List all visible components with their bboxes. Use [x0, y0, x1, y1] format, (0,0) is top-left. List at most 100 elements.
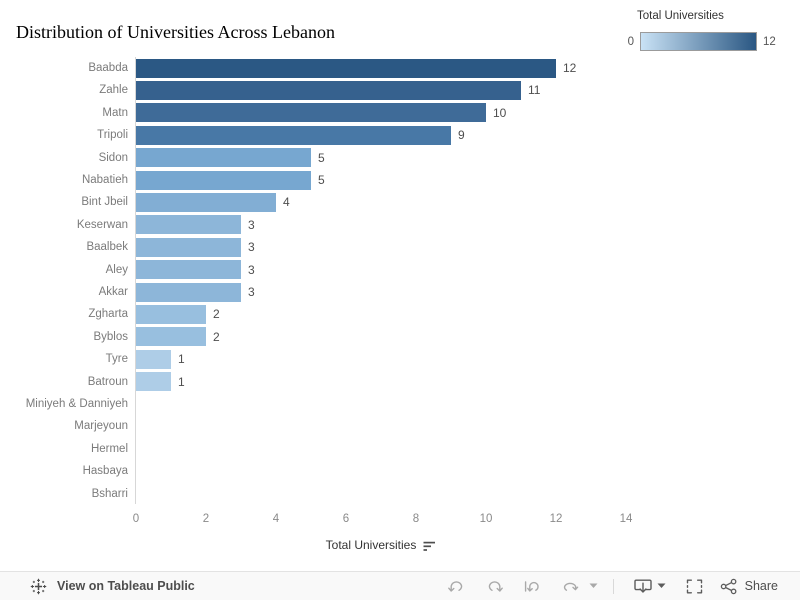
bar[interactable]	[136, 260, 241, 280]
bar-value-label: 5	[318, 150, 325, 165]
category-label[interactable]: Nabatieh	[81, 174, 128, 186]
revert-icon	[524, 580, 539, 592]
legend-min-label: 0	[627, 35, 634, 48]
bar-value-label: 12	[563, 61, 577, 75]
chart-title: Distribution of Universities Across Leba…	[16, 22, 335, 42]
bar-value-label: 2	[213, 329, 220, 344]
view-on-tableau-public-link[interactable]: View on Tableau Public	[30, 578, 195, 595]
bar[interactable]	[136, 305, 206, 325]
bar-row: Hermel	[0, 438, 700, 460]
bar-value-label: 2	[213, 307, 220, 322]
share-label: Share	[744, 579, 778, 593]
bar-row: Zahle 11	[0, 79, 700, 101]
share-icon	[720, 578, 737, 594]
bar[interactable]	[136, 349, 171, 369]
refresh-button[interactable]	[561, 578, 580, 595]
legend-title: Total Universities	[637, 10, 724, 22]
bar[interactable]	[136, 327, 206, 347]
bar-chart: Baabda 12 Zahle 11 Matn 10 Tripoli 9 Sidon 5 Nabat…	[0, 57, 720, 562]
download-button[interactable]	[633, 577, 653, 595]
category-label[interactable]: Baabda	[88, 62, 128, 74]
fullscreen-button[interactable]	[685, 578, 704, 595]
category-label[interactable]: Bint Jbeil	[81, 196, 128, 209]
bar[interactable]	[136, 58, 556, 78]
x-tick-label: 4	[272, 513, 280, 525]
caret-down-icon	[657, 583, 666, 588]
bar[interactable]	[136, 237, 241, 257]
bar-value-label: 11	[528, 83, 541, 98]
bar-value-label: 9	[458, 128, 465, 143]
category-label[interactable]: Marjeyoun	[74, 420, 128, 433]
bar-value-label: 3	[248, 285, 255, 299]
bar[interactable]	[136, 215, 241, 235]
bar[interactable]	[136, 193, 276, 213]
category-label[interactable]: Sidon	[98, 151, 128, 164]
bar-row: Batroun 1	[0, 371, 700, 393]
bar-row: Tyre 1	[0, 348, 700, 370]
y-axis-line	[135, 57, 136, 504]
bar[interactable]	[136, 125, 451, 145]
category-label[interactable]: Byblos	[93, 330, 128, 343]
category-label[interactable]: Zahle	[99, 84, 128, 97]
undo-button[interactable]	[447, 578, 466, 595]
bar-value-label: 3	[248, 262, 255, 277]
sort-descending-icon[interactable]	[423, 541, 436, 552]
bar[interactable]	[136, 148, 311, 168]
category-label[interactable]: Keserwan	[76, 218, 128, 231]
bar[interactable]	[136, 103, 486, 123]
tableau-logo-icon	[30, 578, 47, 594]
bar-row: Hasbaya	[0, 460, 700, 482]
bar[interactable]	[136, 282, 241, 302]
refresh-options-caret[interactable]	[589, 583, 598, 589]
bar-row: Zgharta 2	[0, 303, 700, 325]
redo-icon	[488, 580, 503, 592]
category-label[interactable]: Tyre	[105, 353, 128, 366]
category-label[interactable]: Matn	[102, 106, 128, 119]
bar-row: Miniyeh & Danniyeh	[0, 393, 700, 415]
bar[interactable]	[136, 170, 311, 190]
category-label[interactable]: Miniyeh & Danniyeh	[25, 398, 128, 410]
category-label[interactable]: Akkar	[98, 286, 128, 298]
x-tick-label: 10	[479, 513, 493, 525]
legend-gradient-bar[interactable]	[640, 32, 757, 51]
bar-value-label: 4	[283, 195, 290, 210]
redo-button[interactable]	[485, 578, 504, 595]
category-label[interactable]: Hermel	[90, 442, 128, 455]
category-label[interactable]: Tripoli	[97, 129, 128, 142]
bar-row: Marjeyoun	[0, 415, 700, 437]
bar-row: Matn 10	[0, 102, 700, 124]
bar-row: Keserwan 3	[0, 214, 700, 236]
bar-value-label: 5	[318, 173, 325, 187]
bar-row: Baabda 12	[0, 57, 700, 79]
bar-value-label: 3	[248, 217, 255, 232]
bar[interactable]	[136, 81, 521, 101]
revert-button[interactable]	[523, 578, 542, 595]
x-tick-label: 0	[132, 513, 140, 525]
bar-value-label: 1	[178, 352, 185, 367]
bar-row: Nabatieh 5	[0, 169, 700, 191]
category-label[interactable]: Zgharta	[88, 308, 128, 321]
bar-value-label: 3	[248, 240, 255, 255]
category-label[interactable]: Bsharri	[91, 487, 128, 500]
category-label[interactable]: Hasbaya	[82, 465, 128, 478]
x-tick-label: 6	[342, 513, 350, 525]
x-tick-label: 2	[202, 513, 210, 525]
download-options-caret[interactable]	[657, 583, 666, 589]
bar-row: Tripoli 9	[0, 124, 700, 146]
download-icon	[633, 579, 652, 593]
category-label[interactable]: Batroun	[87, 375, 128, 388]
bar-row: Baalbek 3	[0, 236, 700, 258]
category-label[interactable]: Aley	[105, 263, 128, 276]
legend-max-label: 12	[763, 35, 776, 48]
refresh-icon	[563, 582, 578, 591]
bar[interactable]	[136, 372, 171, 392]
bar-row: Byblos 2	[0, 326, 700, 348]
category-label[interactable]: Baalbek	[86, 241, 128, 254]
bar-row: Akkar 3	[0, 281, 700, 303]
share-button[interactable]: Share	[719, 578, 778, 595]
bar-row: Bint Jbeil 4	[0, 191, 700, 213]
bar-row: Bsharri	[0, 483, 700, 505]
bar-row: Sidon 5	[0, 147, 700, 169]
caret-down-icon	[589, 583, 598, 588]
